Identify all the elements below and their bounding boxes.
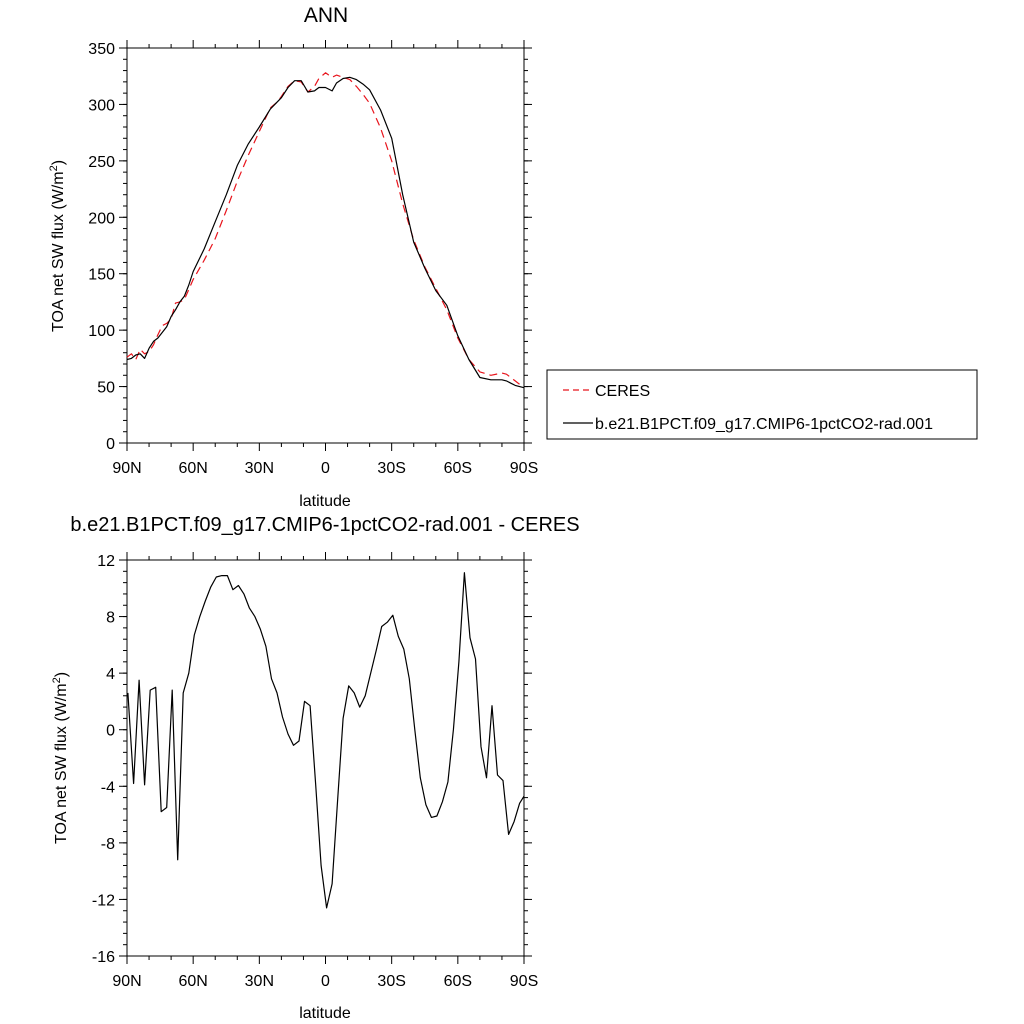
top-xtick-labels: 90N 60N 30N 0 30S 60S 90S xyxy=(112,460,538,477)
bottom-xtick-label: 30N xyxy=(245,973,274,990)
top-ytick-label: 150 xyxy=(88,267,115,284)
top-xtick-label: 90S xyxy=(510,460,538,477)
top-xtick-label: 30N xyxy=(245,460,274,477)
bottom-series xyxy=(127,572,525,909)
bottom-ytick-label: 12 xyxy=(97,553,115,570)
bottom-xtick-label: 90N xyxy=(112,973,141,990)
bottom-ytick-label: 4 xyxy=(106,666,115,683)
top-ytick-label: 0 xyxy=(106,436,115,453)
bottom-ytick-label: 8 xyxy=(106,610,115,627)
bottom-x-axis-label: latitude xyxy=(299,1005,351,1022)
top-y-axis-label: TOA net SW flux (W/m2) xyxy=(48,160,67,332)
top-ytick-label: 300 xyxy=(88,97,115,114)
top-xtick-label: 60S xyxy=(444,460,472,477)
top-xtick-label: 60N xyxy=(178,460,207,477)
bottom-series-line-model xyxy=(127,572,525,909)
top-ytick-labels: 0 50 100 150 200 250 300 350 xyxy=(88,41,115,453)
top-ticks xyxy=(119,40,532,451)
legend-ceres-label: CERES xyxy=(595,383,650,400)
bottom-y-axis-label: TOA net SW flux (W/m2) xyxy=(51,672,70,844)
top-xtick-label: 90N xyxy=(112,460,141,477)
bottom-ytick-label: -8 xyxy=(101,836,115,853)
bottom-ytick-label: -16 xyxy=(92,949,115,966)
top-title: ANN xyxy=(304,4,348,27)
top-ytick-label: 100 xyxy=(88,323,115,340)
legend-model-label: b.e21.B1PCT.f09_g17.CMIP6-1pctCO2-rad.00… xyxy=(595,416,933,433)
top-ytick-label: 200 xyxy=(88,210,115,227)
bottom-xtick-labels: 90N 60N 30N 0 30S 60S 90S xyxy=(112,973,538,990)
top-series-line-model xyxy=(126,76,525,389)
bottom-ytick-labels: -16 -12 -8 -4 0 4 8 12 xyxy=(92,553,115,966)
bottom-ytick-label: -4 xyxy=(101,779,115,796)
legend: CERES b.e21.B1PCT.f09_g17.CMIP6-1pctCO2-… xyxy=(546,369,978,440)
top-series xyxy=(126,72,525,389)
bottom-title: b.e21.B1PCT.f09_g17.CMIP6-1pctCO2-rad.00… xyxy=(70,514,579,536)
top-x-axis-label: latitude xyxy=(299,493,351,510)
bottom-ytick-label: -12 xyxy=(92,892,115,909)
bottom-ytick-label: 0 xyxy=(106,723,115,740)
legend-box xyxy=(546,369,978,440)
top-plot-frame xyxy=(126,47,525,444)
bottom-panel: b.e21.B1PCT.f09_g17.CMIP6-1pctCO2-rad.00… xyxy=(51,514,580,1022)
bottom-xtick-label: 0 xyxy=(321,973,330,990)
top-series-line-ceres xyxy=(126,72,525,386)
bottom-xtick-label: 60N xyxy=(178,973,207,990)
bottom-xtick-label: 90S xyxy=(510,973,538,990)
top-ytick-label: 250 xyxy=(88,154,115,171)
top-ytick-label: 350 xyxy=(88,41,115,58)
bottom-xtick-label: 30S xyxy=(377,973,405,990)
bottom-ticks xyxy=(119,552,532,964)
top-ytick-label: 50 xyxy=(97,380,115,397)
top-xtick-label: 30S xyxy=(377,460,405,477)
top-xtick-label: 0 xyxy=(321,460,330,477)
top-panel: ANN 90N 60N 30N 0 30S 60S 90S 0 50 100 150 200 250 3… xyxy=(48,4,538,510)
bottom-xtick-label: 60S xyxy=(444,973,472,990)
